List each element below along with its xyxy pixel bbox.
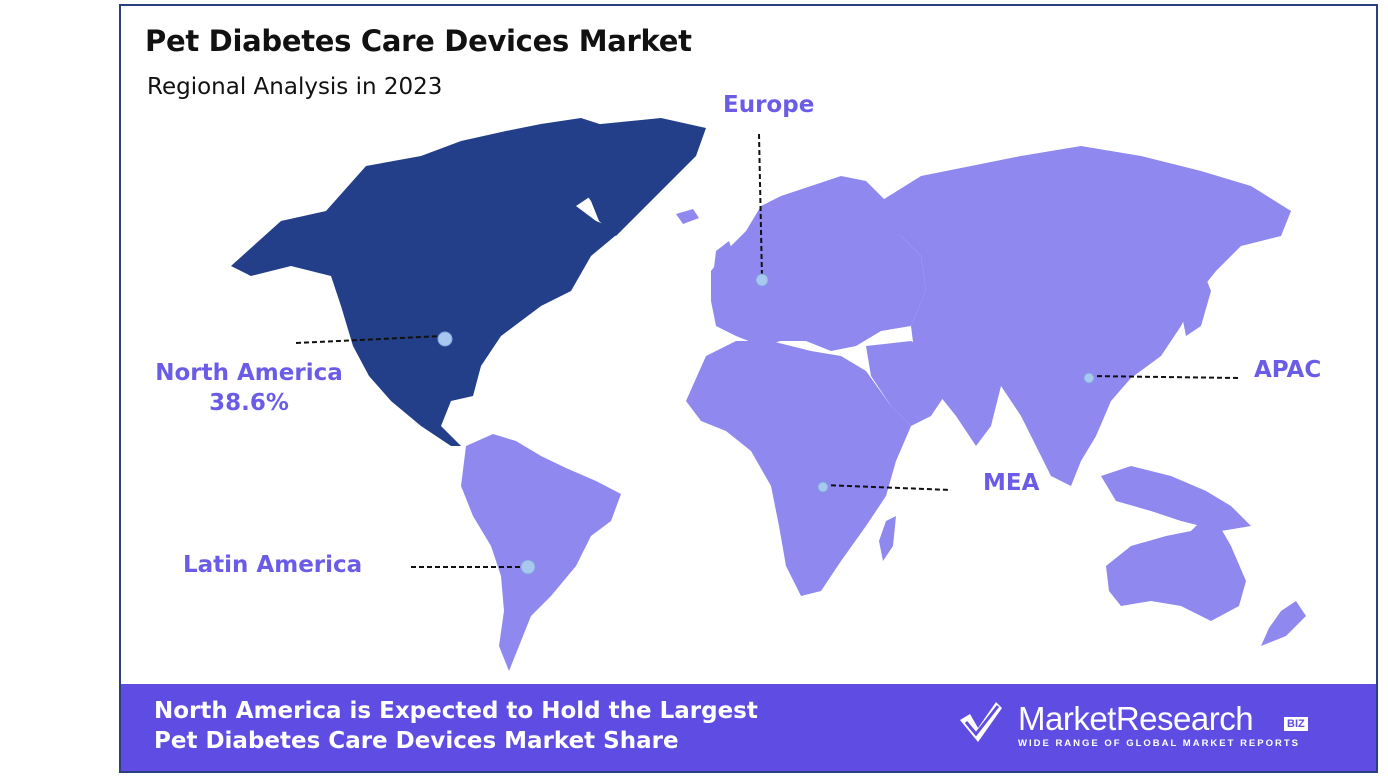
- mea-label: MEA: [983, 470, 1040, 496]
- middle-east-region: [866, 341, 951, 426]
- chart-title: Pet Diabetes Care Devices Market: [145, 24, 692, 58]
- north-america-leader: [295, 335, 444, 344]
- iceland-region: [676, 209, 699, 224]
- logo-tagline: WIDE RANGE OF GLOBAL MARKET REPORTS: [1018, 738, 1300, 749]
- north-america-region: [231, 118, 641, 446]
- north-america-marker: [437, 331, 453, 347]
- logo-badge: BIZ: [1284, 717, 1308, 731]
- infographic-frame: Pet Diabetes Care Devices Market Regiona…: [119, 4, 1378, 773]
- europe-marker: [755, 273, 769, 287]
- brand-logo: MarketResearch BIZ WIDE RANGE OF GLOBAL …: [956, 698, 1336, 758]
- europe-leader: [758, 133, 763, 279]
- japan-region: [1181, 266, 1211, 336]
- world-map: [231, 118, 1306, 671]
- north-america-label: North America 38.6%: [147, 358, 351, 418]
- madagascar-region: [879, 516, 896, 561]
- apac-label: APAC: [1254, 357, 1322, 383]
- north-america-share: 38.6%: [209, 390, 289, 416]
- australia-region: [1106, 511, 1246, 621]
- arctic-islands: [391, 141, 531, 191]
- summary-banner: North America is Expected to Hold the La…: [121, 684, 1376, 771]
- mea-marker: [817, 481, 829, 493]
- africa-region: [686, 341, 911, 596]
- north-america-name: North America: [155, 360, 343, 386]
- latin-america-region: [461, 434, 621, 671]
- europe-region: [711, 176, 926, 351]
- checkmark-logo-icon: [960, 702, 1002, 742]
- asia-region: [881, 146, 1291, 486]
- europe-label: Europe: [723, 92, 815, 118]
- apac-marker: [1083, 372, 1095, 384]
- apac-leader: [1088, 375, 1240, 379]
- uk-region: [713, 241, 736, 281]
- greenland-region: [541, 118, 706, 236]
- mea-leader: [822, 484, 952, 491]
- new-zealand-region: [1261, 601, 1306, 646]
- chart-subtitle: Regional Analysis in 2023: [147, 74, 443, 100]
- southeast-asia-islands: [1101, 466, 1251, 531]
- latin-america-label: Latin America: [183, 552, 363, 578]
- latin-america-marker: [520, 559, 536, 575]
- logo-name: MarketResearch: [1018, 700, 1254, 737]
- banner-text: North America is Expected to Hold the La…: [154, 698, 758, 754]
